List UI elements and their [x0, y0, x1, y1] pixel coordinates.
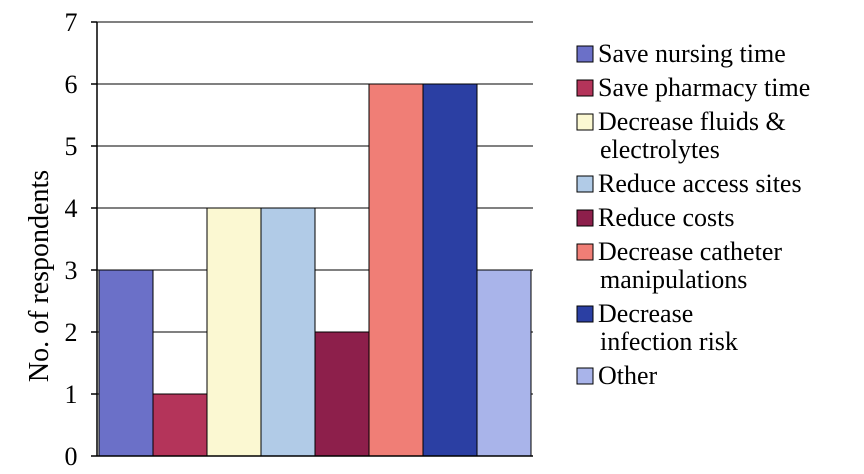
legend-swatch	[576, 45, 594, 63]
legend-swatch	[576, 209, 594, 227]
legend-label: electrolytes	[600, 135, 720, 164]
legend-label: manipulations	[600, 265, 747, 294]
y-tick-label: 5	[65, 132, 78, 161]
legend-label: Save pharmacy time	[598, 73, 810, 102]
bar	[98, 269, 154, 457]
y-tick-label: 4	[65, 194, 78, 223]
y-tick-label: 3	[65, 256, 78, 285]
legend-label: Decrease	[598, 299, 693, 328]
legend-label: Reduce access sites	[598, 169, 802, 198]
y-tick-label: 6	[65, 70, 78, 99]
bar	[260, 207, 316, 457]
legend-swatch	[576, 243, 594, 261]
legend: Save nursing time Save pharmacy time Decre…	[576, 39, 810, 390]
legend-swatch	[576, 113, 594, 131]
legend-label: Decrease catheter	[598, 237, 782, 266]
y-tick-label: 0	[65, 442, 78, 471]
bar	[476, 269, 532, 457]
bar	[368, 83, 424, 457]
legend-label: Reduce costs	[598, 203, 734, 232]
bars	[98, 83, 532, 457]
legend-swatch	[576, 175, 594, 193]
legend-swatch	[576, 79, 594, 97]
legend-label: Save nursing time	[598, 39, 786, 68]
bar	[152, 393, 208, 457]
bar	[422, 83, 478, 457]
y-ticks: 0 1 2 3 4 5 6 7	[65, 8, 97, 471]
bar	[314, 331, 370, 457]
y-tick-label: 7	[65, 8, 78, 37]
legend-swatch	[576, 367, 594, 385]
legend-swatch	[576, 305, 594, 323]
bar	[206, 207, 262, 457]
y-tick-label: 2	[65, 318, 78, 347]
legend-label: infection risk	[600, 327, 738, 356]
legend-label: Decrease fluids &	[598, 107, 786, 136]
y-axis-title: No. of respondents	[24, 170, 55, 382]
legend-label: Other	[598, 361, 658, 390]
y-tick-label: 1	[65, 380, 78, 409]
axes	[96, 22, 533, 457]
